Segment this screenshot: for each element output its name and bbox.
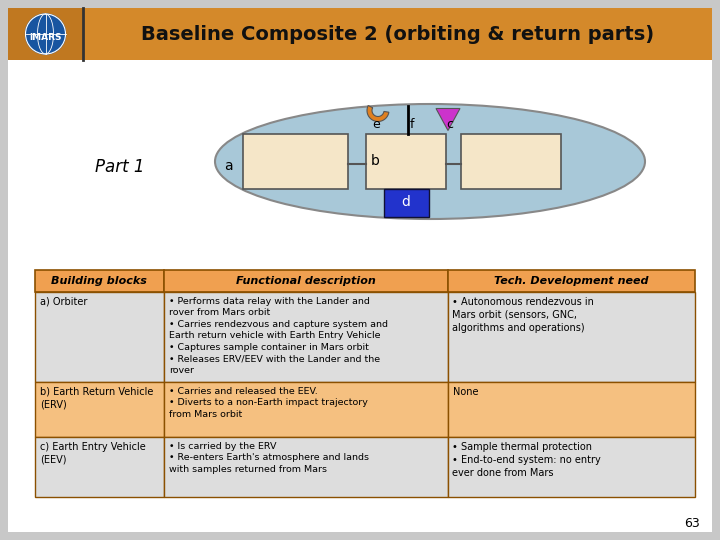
Text: c: c — [446, 118, 454, 132]
Bar — [448, 437, 695, 497]
Bar — [163, 437, 448, 497]
Bar — [448, 270, 695, 292]
Text: • Is carried by the ERV
• Re-enters Earth's atmosphere and lands
with samples re: • Is carried by the ERV • Re-enters Eart… — [168, 442, 369, 474]
Text: c) Earth Entry Vehicle
(EEV): c) Earth Entry Vehicle (EEV) — [40, 442, 145, 465]
Text: a: a — [224, 159, 233, 173]
Bar — [35, 270, 163, 292]
Bar — [384, 188, 428, 217]
Text: iMARS: iMARS — [30, 32, 62, 42]
Text: Tech. Development need: Tech. Development need — [494, 276, 649, 286]
Text: • Autonomous rendezvous in
Mars orbit (sensors, GNC,
algorithms and operations): • Autonomous rendezvous in Mars orbit (s… — [452, 297, 595, 333]
Text: a) Orbiter: a) Orbiter — [40, 297, 87, 307]
Text: f: f — [410, 118, 414, 132]
Bar — [448, 382, 695, 437]
Text: Baseline Composite 2 (orbiting & return parts): Baseline Composite 2 (orbiting & return … — [141, 24, 654, 44]
Bar — [35, 292, 163, 382]
Text: • Performs data relay with the Lander and
rover from Mars orbit
• Carries rendez: • Performs data relay with the Lander an… — [168, 297, 387, 375]
Text: d: d — [402, 195, 410, 210]
Text: e: e — [372, 118, 380, 132]
Bar — [35, 382, 163, 437]
Bar — [8, 8, 83, 60]
Text: 63: 63 — [684, 517, 700, 530]
Polygon shape — [367, 105, 389, 122]
Text: Part 1: Part 1 — [95, 158, 145, 176]
Bar — [448, 292, 695, 382]
Bar — [163, 270, 448, 292]
Bar — [366, 133, 446, 188]
Ellipse shape — [215, 104, 645, 219]
Text: Building blocks: Building blocks — [51, 276, 148, 286]
Bar — [163, 292, 448, 382]
Text: None: None — [452, 387, 478, 397]
Bar — [35, 437, 163, 497]
Text: Functional description: Functional description — [235, 276, 375, 286]
Bar — [461, 133, 561, 188]
Text: b: b — [371, 154, 380, 168]
Text: • Sample thermal protection
• End-to-end system: no entry
ever done from Mars: • Sample thermal protection • End-to-end… — [452, 442, 601, 477]
Bar — [163, 382, 448, 437]
Bar — [8, 8, 712, 60]
Circle shape — [25, 14, 66, 54]
Text: • Carries and released the EEV.
• Diverts to a non-Earth impact trajectory
from : • Carries and released the EEV. • Divert… — [168, 387, 368, 419]
Text: b) Earth Return Vehicle
(ERV): b) Earth Return Vehicle (ERV) — [40, 387, 153, 410]
Bar — [243, 133, 348, 188]
Polygon shape — [436, 109, 460, 131]
